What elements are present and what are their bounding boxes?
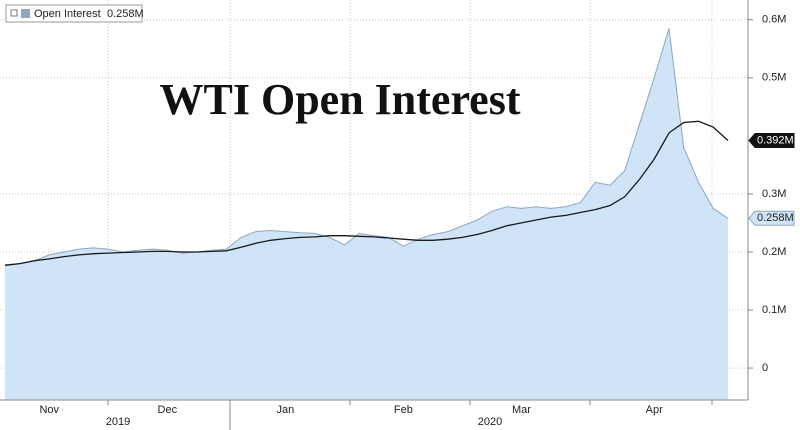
plot — [4, 28, 729, 401]
legend-box — [5, 4, 143, 23]
x-tick-label: Mar — [512, 404, 531, 416]
y-tick-label: 0.6M — [762, 14, 786, 26]
legend-swatch — [21, 9, 30, 18]
x-tick-label: Jan — [276, 404, 294, 416]
legend: Open Interest 0.258M — [5, 4, 144, 23]
year-label: 2019 — [106, 416, 130, 428]
y-tick-label: 0.1M — [762, 304, 786, 316]
last-value-tag — [748, 132, 795, 148]
y-tick-label: 0 — [762, 362, 768, 374]
legend-toggle[interactable] — [10, 9, 18, 17]
y-tick-label: 0.3M — [762, 188, 786, 200]
x-tick-label: Apr — [646, 404, 663, 416]
legend-value: 0.258M — [107, 8, 144, 20]
y-tick-label: 0.2M — [762, 246, 786, 258]
area — [5, 28, 728, 401]
last-value-tag — [748, 210, 795, 226]
x-tick-label: Nov — [39, 404, 59, 416]
y-tick-label: 0.5M — [762, 72, 786, 84]
x-tick-label: Dec — [158, 404, 178, 416]
year-label: 2020 — [478, 416, 502, 428]
chart-title: WTI Open Interest — [160, 75, 521, 124]
last-value-label: 0.258M — [757, 212, 794, 224]
area-edge — [4, 28, 729, 266]
last-value-label: 0.392M — [757, 134, 794, 146]
legend-label: Open Interest — [34, 8, 101, 20]
line — [4, 120, 729, 266]
x-tick-label: Feb — [394, 404, 413, 416]
